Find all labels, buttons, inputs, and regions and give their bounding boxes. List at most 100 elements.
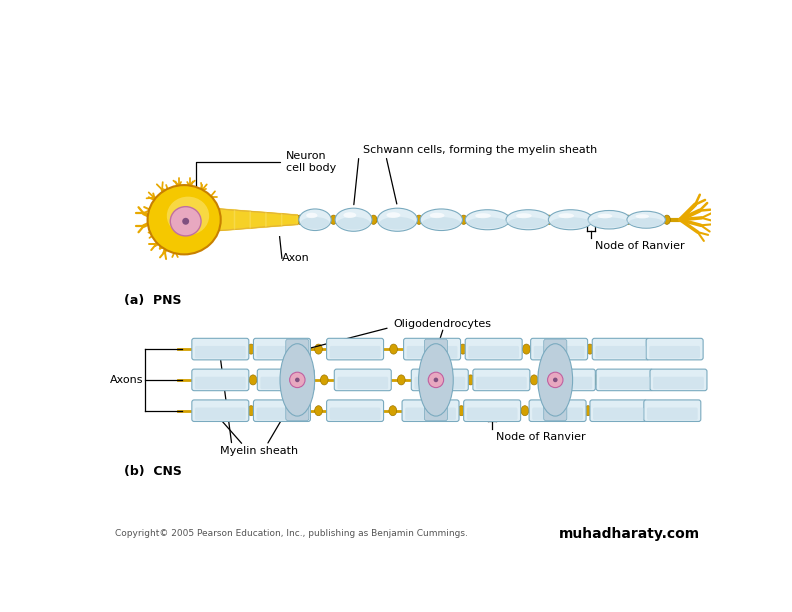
Ellipse shape xyxy=(592,375,600,385)
Ellipse shape xyxy=(553,378,558,382)
Ellipse shape xyxy=(170,207,201,236)
Ellipse shape xyxy=(314,406,322,416)
FancyBboxPatch shape xyxy=(406,408,456,420)
Ellipse shape xyxy=(389,406,397,416)
Ellipse shape xyxy=(290,372,305,387)
FancyBboxPatch shape xyxy=(192,400,249,422)
FancyBboxPatch shape xyxy=(592,338,649,360)
Ellipse shape xyxy=(508,217,548,228)
FancyBboxPatch shape xyxy=(466,408,517,420)
FancyBboxPatch shape xyxy=(257,408,307,420)
Text: (b)  CNS: (b) CNS xyxy=(124,465,182,479)
Ellipse shape xyxy=(247,344,255,354)
FancyBboxPatch shape xyxy=(647,408,698,420)
Polygon shape xyxy=(250,211,266,228)
FancyBboxPatch shape xyxy=(649,346,700,359)
Text: Node of Ranvier: Node of Ranvier xyxy=(595,241,684,252)
Polygon shape xyxy=(266,212,282,227)
Ellipse shape xyxy=(167,196,209,235)
Ellipse shape xyxy=(547,372,563,387)
Polygon shape xyxy=(234,210,250,230)
Polygon shape xyxy=(219,209,297,231)
Ellipse shape xyxy=(344,212,356,218)
FancyBboxPatch shape xyxy=(596,369,653,390)
FancyBboxPatch shape xyxy=(326,338,383,360)
FancyBboxPatch shape xyxy=(406,346,458,359)
Ellipse shape xyxy=(546,215,553,225)
Ellipse shape xyxy=(538,344,573,416)
Ellipse shape xyxy=(625,215,632,225)
Ellipse shape xyxy=(465,210,510,230)
Ellipse shape xyxy=(648,375,656,385)
Ellipse shape xyxy=(390,344,398,354)
FancyBboxPatch shape xyxy=(544,339,567,359)
Ellipse shape xyxy=(588,211,630,229)
Ellipse shape xyxy=(587,215,594,225)
Ellipse shape xyxy=(503,215,510,225)
FancyBboxPatch shape xyxy=(653,377,704,389)
FancyBboxPatch shape xyxy=(195,377,246,389)
Ellipse shape xyxy=(521,406,529,416)
Text: Copyright© 2005 Pearson Education, Inc., publishing as Benjamin Cummings.: Copyright© 2005 Pearson Education, Inc.,… xyxy=(115,529,468,539)
Text: Axon: Axon xyxy=(282,253,310,263)
FancyBboxPatch shape xyxy=(404,338,461,360)
Ellipse shape xyxy=(337,217,370,230)
FancyBboxPatch shape xyxy=(253,400,310,422)
FancyBboxPatch shape xyxy=(646,338,703,360)
FancyBboxPatch shape xyxy=(425,401,447,420)
Text: Axons: Axons xyxy=(110,375,143,385)
FancyBboxPatch shape xyxy=(463,400,520,422)
Ellipse shape xyxy=(330,215,337,225)
FancyBboxPatch shape xyxy=(195,346,246,359)
Ellipse shape xyxy=(523,344,531,354)
FancyBboxPatch shape xyxy=(534,346,584,359)
FancyBboxPatch shape xyxy=(650,369,707,390)
Ellipse shape xyxy=(433,378,438,382)
Ellipse shape xyxy=(548,210,593,230)
Ellipse shape xyxy=(378,208,417,231)
FancyBboxPatch shape xyxy=(468,346,519,359)
Ellipse shape xyxy=(590,217,628,228)
Ellipse shape xyxy=(295,378,299,382)
Ellipse shape xyxy=(467,217,508,228)
Ellipse shape xyxy=(664,215,670,225)
Ellipse shape xyxy=(586,344,594,354)
Ellipse shape xyxy=(475,213,491,218)
Ellipse shape xyxy=(550,217,591,228)
FancyBboxPatch shape xyxy=(329,346,380,359)
FancyBboxPatch shape xyxy=(192,338,249,360)
FancyBboxPatch shape xyxy=(402,400,459,422)
FancyBboxPatch shape xyxy=(590,400,647,422)
Ellipse shape xyxy=(147,185,221,255)
Text: Oligodendrocytes: Oligodendrocytes xyxy=(394,319,492,329)
Ellipse shape xyxy=(635,214,649,218)
Polygon shape xyxy=(282,214,297,226)
Ellipse shape xyxy=(584,406,592,416)
Ellipse shape xyxy=(629,218,664,227)
FancyBboxPatch shape xyxy=(529,400,586,422)
FancyBboxPatch shape xyxy=(596,346,646,359)
Text: Node of Ranvier: Node of Ranvier xyxy=(496,432,585,442)
FancyBboxPatch shape xyxy=(539,369,596,390)
Ellipse shape xyxy=(321,375,328,385)
FancyBboxPatch shape xyxy=(542,377,592,389)
FancyBboxPatch shape xyxy=(532,408,583,420)
Ellipse shape xyxy=(644,344,652,354)
Ellipse shape xyxy=(398,375,406,385)
Ellipse shape xyxy=(280,344,314,416)
FancyBboxPatch shape xyxy=(411,369,468,390)
Ellipse shape xyxy=(420,209,463,231)
FancyBboxPatch shape xyxy=(286,401,309,420)
Ellipse shape xyxy=(335,208,372,231)
FancyBboxPatch shape xyxy=(425,339,447,359)
Ellipse shape xyxy=(642,406,649,416)
FancyBboxPatch shape xyxy=(473,369,530,390)
FancyBboxPatch shape xyxy=(337,377,388,389)
Ellipse shape xyxy=(300,217,329,229)
Ellipse shape xyxy=(558,213,574,218)
FancyBboxPatch shape xyxy=(593,408,644,420)
FancyBboxPatch shape xyxy=(326,400,383,422)
Ellipse shape xyxy=(247,406,255,416)
FancyBboxPatch shape xyxy=(253,338,310,360)
Ellipse shape xyxy=(459,344,466,354)
